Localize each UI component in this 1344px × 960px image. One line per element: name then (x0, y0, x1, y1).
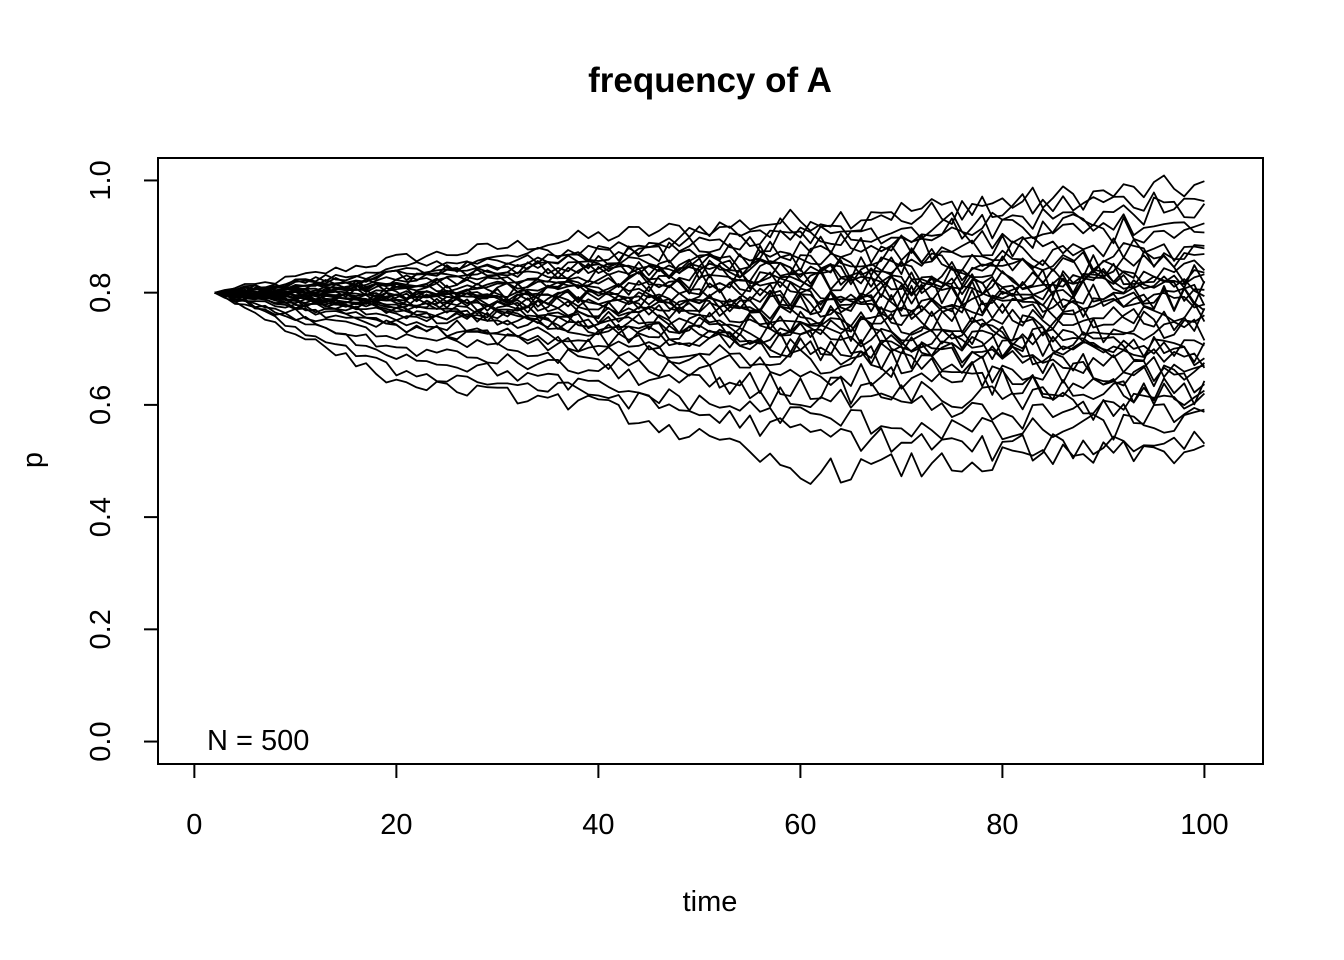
x-tick-label: 60 (784, 809, 816, 841)
series-line (214, 174, 1205, 294)
series-line (214, 213, 1205, 294)
x-axis-title: time (683, 886, 738, 918)
series-line (214, 291, 1206, 327)
series-line (214, 233, 1205, 294)
series-line (214, 291, 1205, 441)
y-tick-label: 0.2 (85, 609, 117, 649)
x-tick-label: 80 (986, 809, 1018, 841)
series-line (214, 289, 1205, 340)
series-line (214, 291, 1205, 430)
series-line (214, 287, 1205, 319)
y-axis-title: p (17, 452, 49, 468)
series-line (214, 291, 1205, 388)
x-tick-label: 40 (582, 809, 614, 841)
series-line (214, 283, 1206, 313)
series-line (214, 291, 1205, 394)
series-line (214, 291, 1206, 369)
series-line (214, 286, 1205, 367)
series-line (214, 291, 1206, 462)
series-line (214, 291, 1205, 407)
x-tick-label: 20 (380, 809, 412, 841)
series-line (214, 290, 1206, 332)
series-group (214, 174, 1206, 485)
y-axis: 0.0 0.2 0.4 0.6 0.8 1.0 (85, 160, 159, 762)
y-tick-label: 1.0 (85, 160, 117, 200)
y-tick-label: 0.0 (85, 721, 117, 761)
series-line (214, 291, 1205, 485)
series-line (214, 250, 1205, 296)
chart-title: frequency of A (588, 61, 832, 100)
sample-size-annotation: N = 500 (207, 725, 309, 757)
y-tick-label: 0.6 (85, 385, 117, 425)
series-line (214, 247, 1205, 296)
y-tick-label: 0.8 (85, 273, 117, 313)
series-line (214, 216, 1205, 295)
x-axis: 0 20 40 60 80 100 (186, 763, 1229, 841)
x-tick-label: 100 (1180, 809, 1228, 841)
series-line (214, 256, 1205, 302)
y-tick-label: 0.4 (85, 497, 117, 537)
series-line (214, 196, 1206, 294)
x-tick-label: 0 (186, 809, 202, 841)
